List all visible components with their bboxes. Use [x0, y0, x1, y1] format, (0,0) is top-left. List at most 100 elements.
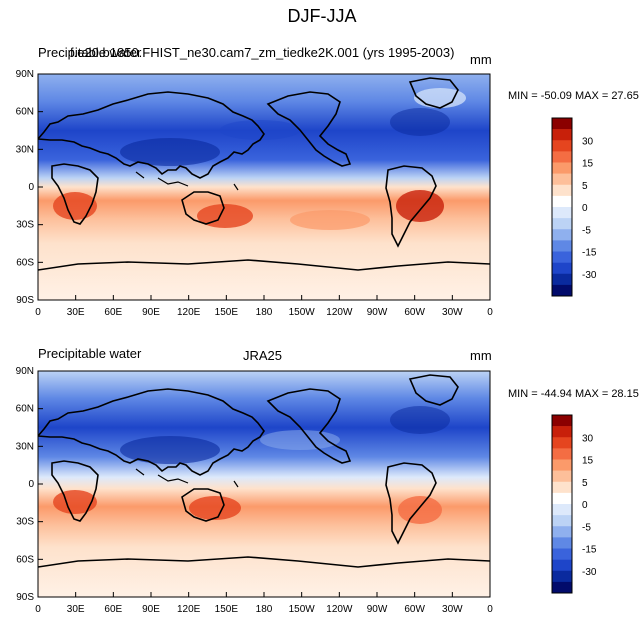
- lon-tick-label: 60W: [404, 307, 425, 318]
- lat-tick-label: 0: [28, 479, 34, 490]
- colorbar-label: 15: [582, 159, 594, 170]
- lat-tick-label: 0: [28, 182, 34, 193]
- lon-tick-label: 120W: [326, 604, 353, 615]
- colorbar-segment: [552, 240, 572, 252]
- lat-tick-label: 60N: [16, 404, 34, 415]
- colorbar-label: 5: [582, 478, 588, 489]
- colorbar-segment: [552, 570, 572, 583]
- panel2-variable-label: Precipitable water: [38, 346, 142, 361]
- lon-tick-label: 180: [256, 604, 273, 615]
- panel1-case-label: f.e20.b1850.FHIST_ne30.cam7_zm_tiedke2K.…: [70, 45, 455, 60]
- lon-tick-label: 120E: [177, 604, 201, 615]
- colorbar-segment: [552, 426, 572, 438]
- lat-tick-label: 60S: [16, 257, 34, 268]
- main-title: DJF-JJA: [287, 6, 357, 26]
- colorbar-segment: [552, 470, 572, 483]
- colorbar-segment: [552, 118, 572, 130]
- panel2-units-label: mm: [470, 348, 492, 363]
- lon-tick-label: 150E: [215, 307, 239, 318]
- colorbar-segment: [552, 515, 572, 527]
- colorbar-segment: [552, 548, 572, 560]
- colorbar-segment: [552, 162, 572, 174]
- lon-tick-label: 90W: [367, 604, 388, 615]
- colorbar-segment: [552, 537, 572, 549]
- panel1-map: [37, 73, 491, 301]
- colorbar-segment: [552, 415, 572, 427]
- colorbar-label: 0: [582, 500, 588, 511]
- lon-tick-label: 0: [35, 307, 41, 318]
- panel1-minmax: MIN = -50.09 MAX = 27.65: [508, 90, 639, 102]
- lon-tick-label: 0: [35, 604, 41, 615]
- colorbar-segment: [552, 284, 572, 297]
- panel2-map: [37, 370, 491, 598]
- lat-tick-label: 60N: [16, 107, 34, 118]
- colorbar-segment: [552, 262, 572, 275]
- lat-tick-label: 30S: [16, 220, 34, 231]
- lon-tick-label: 120W: [326, 307, 353, 318]
- colorbar-segment: [552, 151, 572, 163]
- lon-tick-label: 90E: [142, 604, 160, 615]
- lat-tick-label: 90N: [16, 366, 34, 377]
- colorbar-segment: [552, 140, 572, 152]
- colorbar-segment: [552, 184, 572, 197]
- colorbar-outline: [551, 117, 573, 297]
- colorbar-label: -30: [582, 567, 597, 578]
- lat-tick-label: 30S: [16, 517, 34, 528]
- lon-tick-label: 60E: [104, 604, 122, 615]
- colorbar-label: 0: [582, 203, 588, 214]
- lon-tick-label: 150W: [289, 604, 316, 615]
- lon-tick-label: 150E: [215, 604, 239, 615]
- colorbar-segment: [552, 492, 572, 505]
- lat-tick-label: 30N: [16, 144, 34, 155]
- panel1-variable-label: Precipitable water: [38, 45, 142, 60]
- lon-tick-label: 0: [487, 307, 493, 318]
- colorbar-label: 30: [582, 433, 594, 444]
- colorbar-label: -30: [582, 270, 597, 281]
- lon-tick-label: 90W: [367, 307, 388, 318]
- lat-tick-label: 60S: [16, 554, 34, 565]
- lon-tick-label: 30E: [67, 307, 85, 318]
- colorbar-segment: [552, 437, 572, 449]
- colorbar-segment: [552, 448, 572, 460]
- colorbar-segment: [552, 273, 572, 286]
- lon-tick-label: 30W: [442, 307, 463, 318]
- panel2-minmax: MIN = -44.94 MAX = 28.15: [508, 388, 639, 400]
- colorbar-segment: [552, 559, 572, 572]
- lon-tick-label: 150W: [289, 307, 316, 318]
- colorbar-label: 15: [582, 456, 594, 467]
- colorbar-segment: [552, 459, 572, 471]
- colorbar-segment: [552, 207, 572, 219]
- panel1-units-label: mm: [470, 52, 492, 67]
- lat-tick-label: 30N: [16, 441, 34, 452]
- colorbar-segment: [552, 581, 572, 594]
- colorbar-label: -15: [582, 545, 597, 556]
- colorbar-segment: [552, 218, 572, 230]
- colorbar-segment: [552, 173, 572, 186]
- colorbar-label: 30: [582, 136, 594, 147]
- lon-tick-label: 30E: [67, 604, 85, 615]
- colorbars: 30 15 5 0 -5 -15 -30 30 15 5 0 -5 -15 -30: [551, 117, 597, 594]
- colorbar-label: -5: [582, 522, 591, 533]
- lon-tick-label: 120E: [177, 307, 201, 318]
- lon-tick-label: 90E: [142, 307, 160, 318]
- colorbar-segment: [552, 526, 572, 538]
- colorbar-segment: [552, 129, 572, 141]
- colorbar-label: 5: [582, 181, 588, 192]
- colorbar-segment: [552, 481, 572, 494]
- lat-tick-label: 90S: [16, 295, 34, 306]
- colorbar-outline: [551, 414, 573, 594]
- colorbar-segment: [552, 504, 572, 516]
- lon-tick-label: 0: [487, 604, 493, 615]
- colorbar-label: -5: [582, 225, 591, 236]
- colorbar-segment: [552, 229, 572, 241]
- lon-tick-label: 60E: [104, 307, 122, 318]
- colorbar-segment: [552, 195, 572, 208]
- colorbar-label: -15: [582, 248, 597, 259]
- lon-tick-label: 30W: [442, 604, 463, 615]
- lon-tick-label: 60W: [404, 604, 425, 615]
- lon-tick-label: 180: [256, 307, 273, 318]
- panel2-case-label: JRA25: [243, 348, 283, 363]
- lat-tick-label: 90S: [16, 592, 34, 603]
